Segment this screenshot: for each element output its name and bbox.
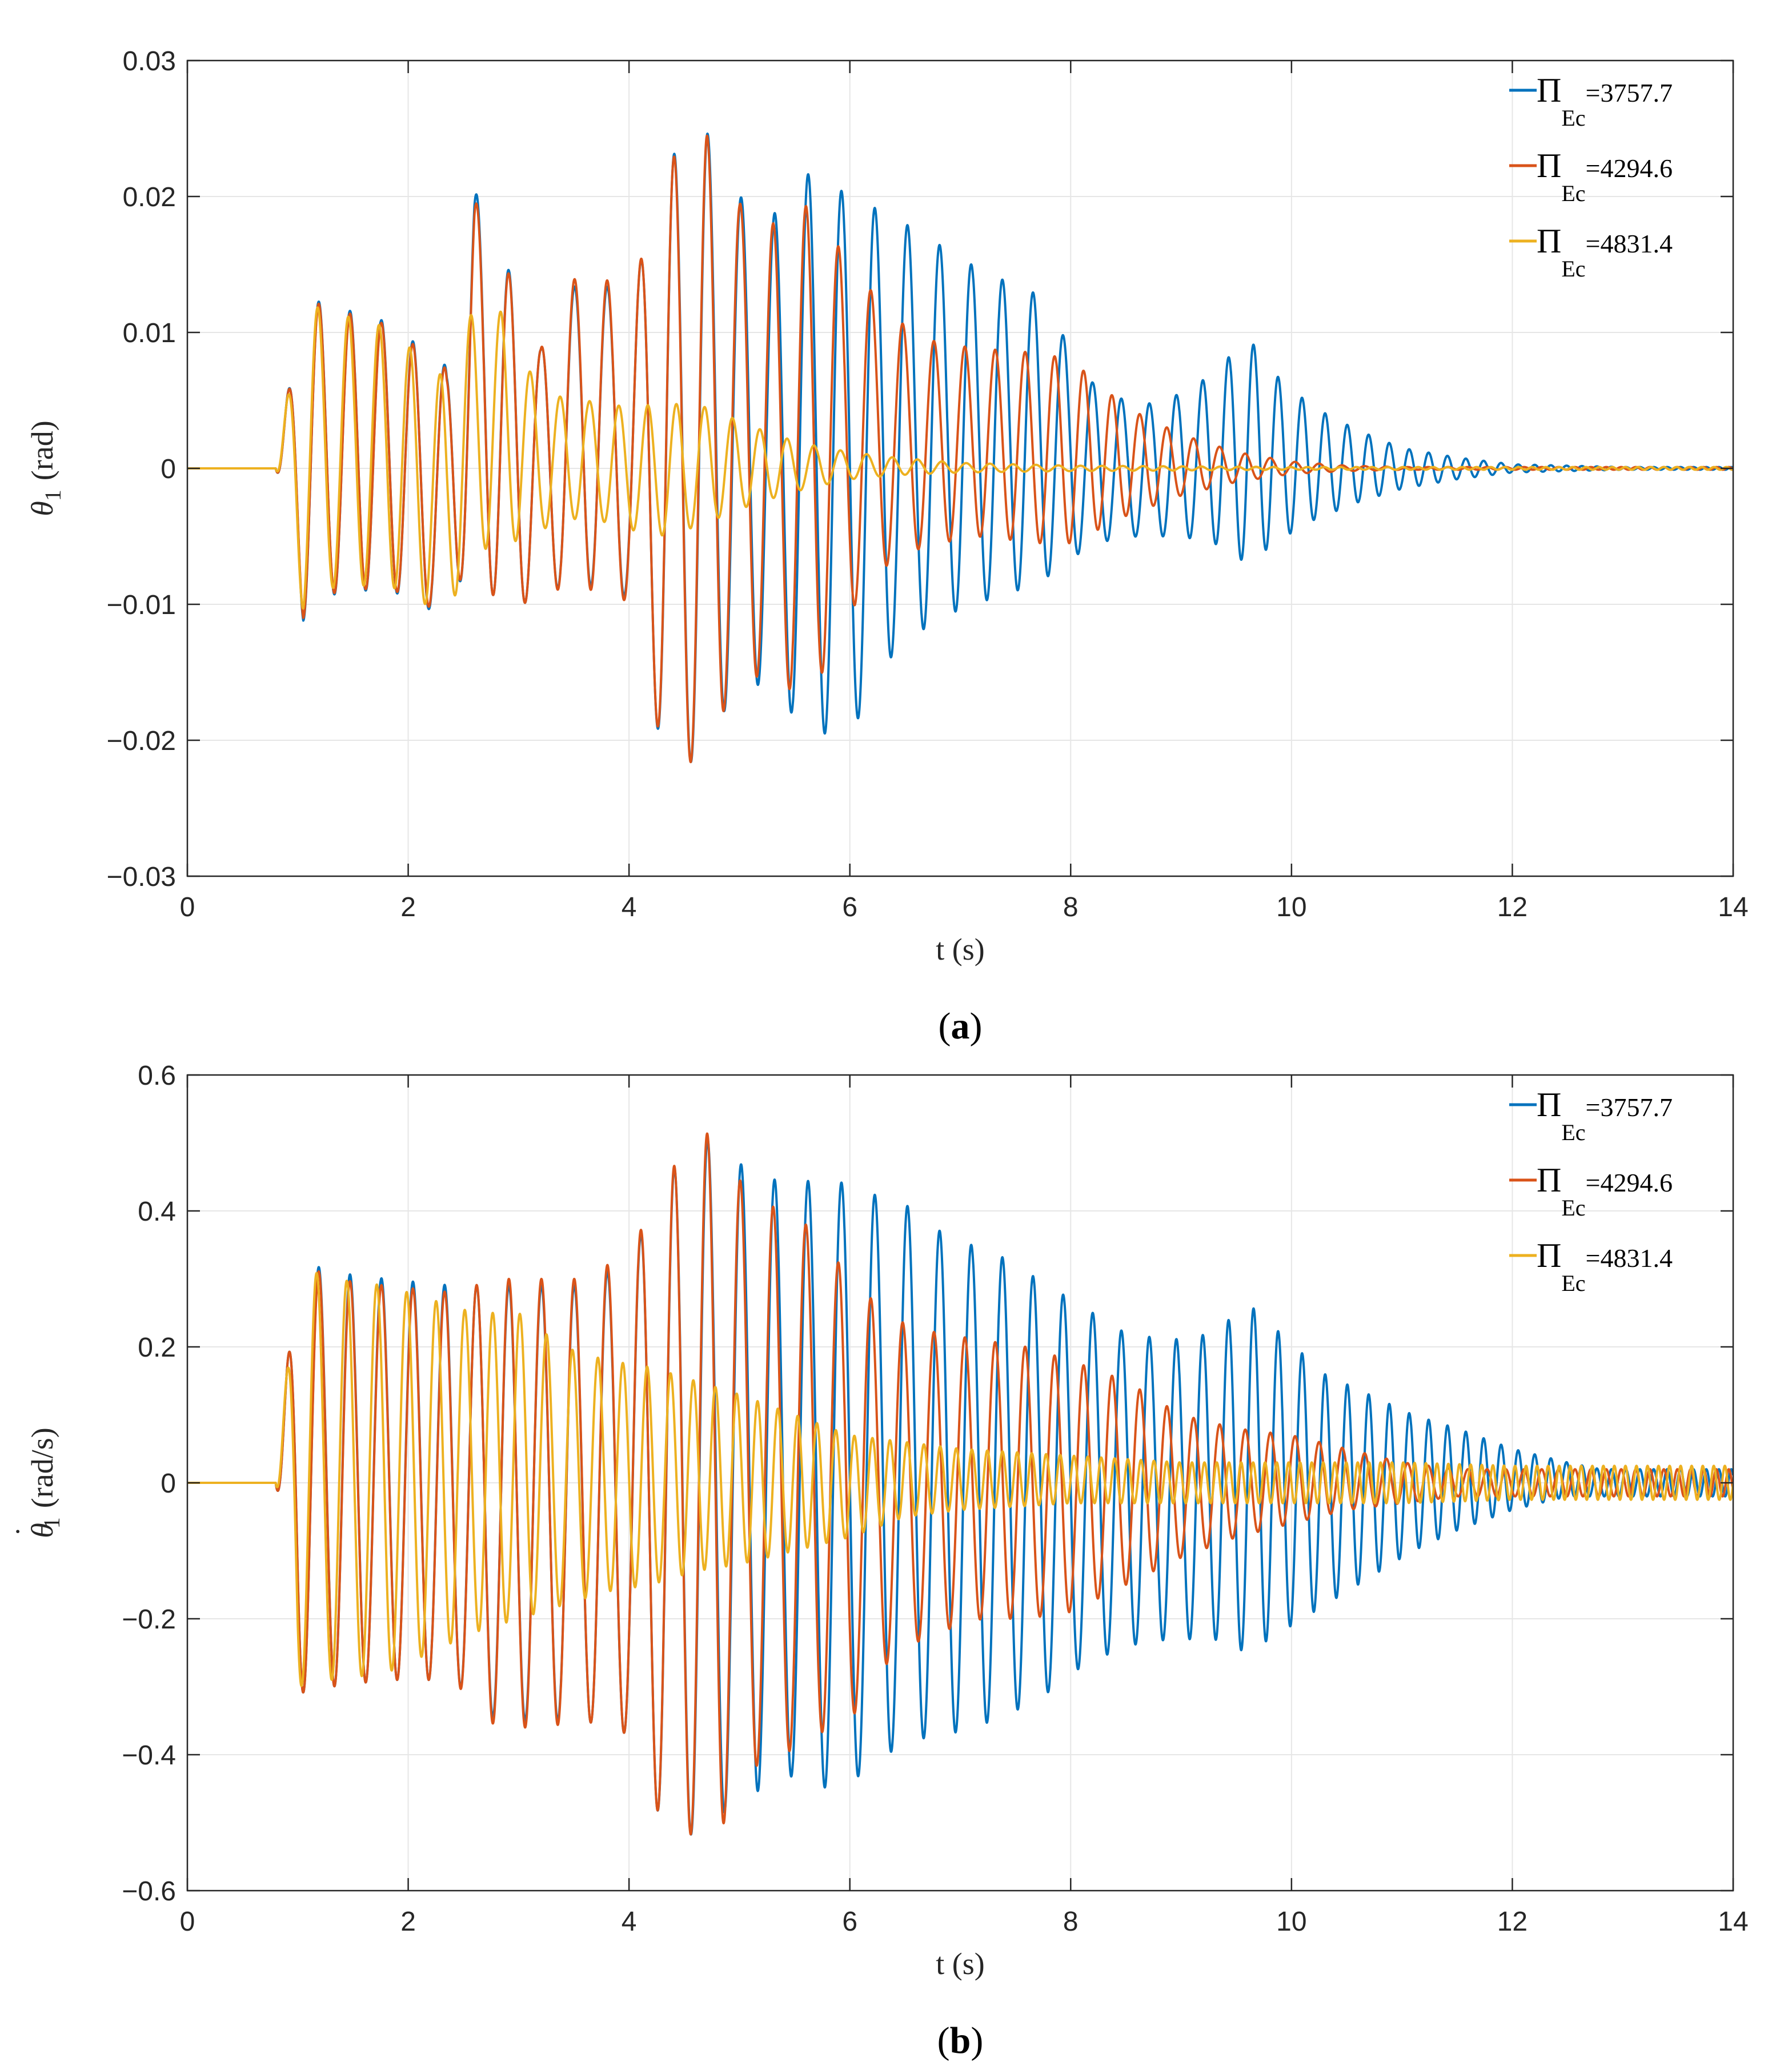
y-tick-label: 0.03: [123, 46, 176, 77]
legend-subscript: Ec: [1561, 180, 1585, 206]
chart-panel-a: 0 2 4 6 8 10 12 14 −0.03 −0.02 −0.01 0 0.01 0.02 0.03 t…: [25, 46, 1749, 1047]
y-axis-label-symbol: θ: [25, 1523, 59, 1538]
caption-letter: a: [951, 1005, 970, 1047]
panel-caption: (a): [939, 1005, 983, 1047]
series-line-3: [187, 1271, 1733, 1687]
caption-letter: b: [950, 2020, 971, 2061]
y-tick-label: 0.01: [123, 318, 176, 348]
x-tick-label: 0: [180, 892, 195, 922]
x-tick-label: 14: [1718, 1907, 1748, 1937]
x-tick-label: 6: [842, 892, 857, 922]
legend-symbol: Π: [1537, 1161, 1561, 1199]
legend-symbol: Π: [1537, 222, 1561, 260]
legend-subscript: Ec: [1561, 1195, 1585, 1221]
caption-open: (: [939, 1005, 951, 1047]
y-axis-label-dot: ˙: [9, 1526, 43, 1537]
series-line-1: [187, 1138, 1733, 1836]
y-tick-label: 0: [161, 1469, 176, 1499]
legend-label-2: ΠEc=4294.6: [1537, 147, 1673, 206]
y-axis-label-sub: 1: [39, 1517, 65, 1529]
legend-value: =3757.7: [1586, 1093, 1673, 1122]
y-axis-label: θ˙1 (rad/s): [9, 1427, 65, 1538]
x-tick-label: 2: [400, 892, 416, 922]
legend-symbol: Π: [1537, 1237, 1561, 1274]
series-line-1: [187, 133, 1733, 763]
x-tick-label: 0: [180, 1907, 195, 1937]
y-tick-label: −0.4: [122, 1740, 176, 1771]
series-line-2: [187, 134, 1733, 764]
caption-close: ): [970, 1005, 983, 1047]
legend-symbol: Π: [1537, 147, 1561, 184]
y-tick-label: −0.03: [107, 862, 176, 892]
legend-value: =3757.7: [1586, 78, 1673, 107]
legend-subscript: Ec: [1561, 105, 1585, 131]
x-tick-label: 14: [1718, 892, 1748, 922]
legend-value: =4831.4: [1586, 229, 1673, 258]
x-tick-label: 6: [842, 1907, 857, 1937]
legend-label-3: ΠEc=4831.4: [1537, 1237, 1673, 1296]
chart-panel-b: 0 2 4 6 8 10 12 14 −0.6 −0.4 −0.2 0 0.2 0.4 0.6 t (s) θ˙…: [9, 1061, 1749, 2061]
y-axis-label: θ1 (rad): [25, 420, 66, 516]
y-tick-label: −0.01: [107, 590, 176, 620]
y-axis-label-unit: (rad): [25, 420, 59, 480]
x-tick-label: 8: [1063, 892, 1079, 922]
x-tick-label: 4: [622, 1907, 637, 1937]
x-tick-label: 12: [1497, 892, 1528, 922]
y-tick-label: 0: [161, 454, 176, 484]
legend-subscript: Ec: [1561, 1270, 1585, 1296]
x-tick-label: 10: [1276, 1907, 1306, 1937]
legend-label-3: ΠEc=4831.4: [1537, 222, 1673, 282]
y-tick-label: 0.4: [138, 1197, 176, 1227]
y-axis-label-sub: 1: [40, 490, 66, 501]
legend-value: =4831.4: [1586, 1243, 1673, 1273]
y-tick-label: 0.02: [123, 182, 176, 212]
x-tick-label: 8: [1063, 1907, 1079, 1937]
legend-value: =4294.6: [1586, 154, 1673, 183]
x-tick-label: 2: [400, 1907, 416, 1937]
y-tick-label: −0.2: [122, 1604, 176, 1635]
legend-symbol: Π: [1537, 1086, 1561, 1124]
legend-value: =4294.6: [1586, 1168, 1673, 1197]
caption-open: (: [937, 2020, 950, 2061]
y-tick-label: 0.6: [138, 1061, 176, 1091]
y-tick-label: 0.2: [138, 1333, 176, 1363]
y-axis-label-unit: (rad/s): [25, 1427, 59, 1508]
caption-close: ): [971, 2020, 983, 2061]
x-tick-label: 4: [622, 892, 637, 922]
x-tick-label: 12: [1497, 1907, 1528, 1937]
y-tick-label: −0.6: [122, 1876, 176, 1907]
y-tick-label: −0.02: [107, 726, 176, 756]
legend-label-1: ΠEc=3757.7: [1537, 1086, 1673, 1145]
legend-symbol: Π: [1537, 71, 1561, 109]
x-tick-label: 10: [1276, 892, 1306, 922]
y-axis-label-symbol: θ: [25, 501, 59, 516]
panel-caption: (b): [937, 2020, 984, 2061]
x-axis-label: t (s): [936, 1947, 984, 1981]
legend-subscript: Ec: [1561, 256, 1585, 282]
series-line-3: [187, 306, 1733, 610]
x-axis-label: t (s): [936, 932, 984, 966]
grid-lines: [187, 1075, 1733, 1891]
legend-subscript: Ec: [1561, 1120, 1585, 1145]
legend-label-2: ΠEc=4294.6: [1537, 1161, 1673, 1221]
legend-label-1: ΠEc=3757.7: [1537, 71, 1673, 131]
